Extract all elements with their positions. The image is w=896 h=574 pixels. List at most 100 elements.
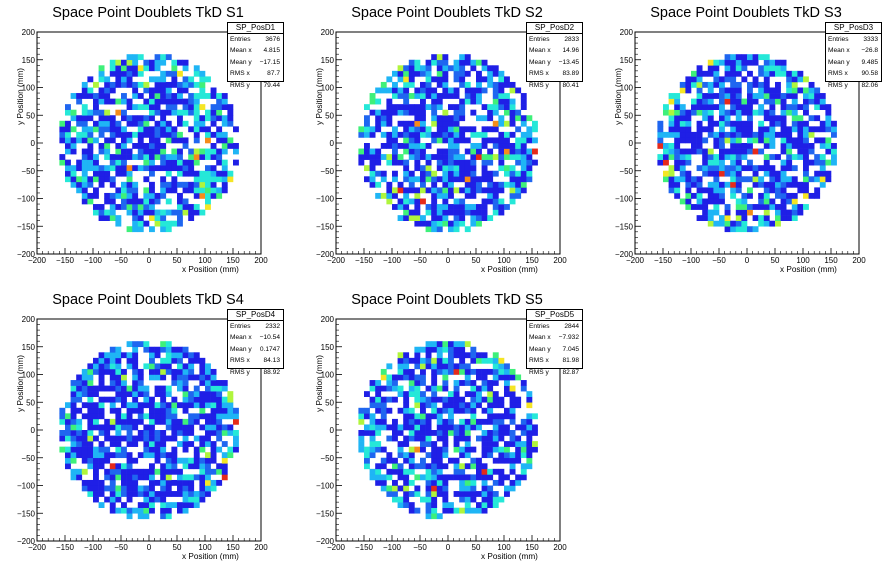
heatmap-cell xyxy=(397,452,404,459)
heatmap-cell xyxy=(403,70,410,77)
heatmap-cell xyxy=(724,70,731,77)
heatmap-cell xyxy=(126,341,133,348)
heatmap-cell xyxy=(109,59,116,66)
heatmap-cell xyxy=(492,65,499,72)
heatmap-cell xyxy=(797,209,804,216)
stats-label: RMS x xyxy=(529,70,549,78)
heatmap-cell xyxy=(375,402,382,409)
heatmap-cell xyxy=(126,181,133,188)
heatmap-cell xyxy=(719,215,725,221)
heatmap-cell xyxy=(504,154,510,160)
heatmap-cell xyxy=(752,148,759,155)
stats-row-entries: Entries 3333 xyxy=(826,34,881,45)
heatmap-cell xyxy=(464,418,471,425)
heatmap-cell xyxy=(668,176,675,183)
heatmap-cell xyxy=(93,413,99,420)
heatmap-cell xyxy=(735,143,742,149)
heatmap-cell xyxy=(420,446,426,453)
heatmap-cell xyxy=(791,126,798,133)
heatmap-cell xyxy=(165,368,172,375)
heatmap-cell xyxy=(763,220,770,227)
stats-row-rms-y: RMS y 79.44 xyxy=(228,80,283,91)
heatmap-cell xyxy=(177,346,183,353)
heatmap-cell xyxy=(93,491,99,497)
heatmap-cell xyxy=(668,148,675,155)
heatmap-cell xyxy=(425,435,432,442)
heatmap-cell xyxy=(369,93,376,99)
heatmap-cell xyxy=(171,352,178,359)
heatmap-cell xyxy=(448,104,454,110)
stats-label: Mean y xyxy=(230,345,252,353)
heatmap-cell xyxy=(425,413,432,420)
heatmap-cell xyxy=(420,104,426,110)
heatmap-cell xyxy=(453,468,460,475)
y-tick-label: −50 xyxy=(320,454,334,463)
heatmap-cell xyxy=(87,374,94,381)
heatmap-cell xyxy=(87,93,94,99)
stats-value: 80.41 xyxy=(562,81,579,89)
heatmap-cell xyxy=(464,496,471,503)
heatmap-cell xyxy=(780,143,787,149)
heatmap-cell xyxy=(735,115,742,122)
heatmap-cell xyxy=(210,441,217,447)
heatmap-cell xyxy=(663,131,669,138)
heatmap-cell xyxy=(104,396,111,403)
heatmap-cell xyxy=(459,479,466,486)
heatmap-cell xyxy=(436,154,443,160)
heatmap-cell xyxy=(492,380,499,386)
heatmap-cell xyxy=(791,209,798,216)
heatmap-cell xyxy=(76,159,83,166)
heatmap-cell xyxy=(375,126,382,133)
heatmap-cell xyxy=(702,170,709,177)
heatmap-cell xyxy=(87,413,94,420)
heatmap-cell xyxy=(104,215,111,221)
heatmap-cell xyxy=(735,220,742,227)
heatmap-cell xyxy=(403,192,410,199)
heatmap-cell xyxy=(763,170,770,177)
heatmap-cell xyxy=(233,418,239,425)
heatmap-cell xyxy=(819,165,826,172)
x-tick-label: 100 xyxy=(796,256,810,265)
heatmap-cell xyxy=(93,126,99,133)
heatmap-cell xyxy=(498,363,505,370)
heatmap-cell xyxy=(707,65,714,72)
heatmap-cell xyxy=(685,148,692,155)
heatmap-cell xyxy=(464,126,471,133)
heatmap-cell xyxy=(177,502,183,508)
heatmap-cell xyxy=(509,109,516,116)
heatmap-cell xyxy=(763,181,770,188)
heatmap-cell xyxy=(81,131,88,138)
heatmap-cell xyxy=(724,226,731,233)
heatmap-cell xyxy=(679,81,686,88)
heatmap-cell xyxy=(397,109,404,116)
heatmap-cell xyxy=(132,457,139,464)
heatmap-cell xyxy=(392,131,398,138)
heatmap-cell xyxy=(526,170,533,177)
heatmap-cell xyxy=(498,187,505,194)
heatmap-cell xyxy=(414,491,421,497)
heatmap-cell xyxy=(76,93,83,99)
heatmap-cell xyxy=(199,104,206,110)
heatmap-cell xyxy=(453,115,460,122)
heatmap-cell xyxy=(93,104,99,110)
heatmap-cell xyxy=(492,70,499,77)
heatmap-cell xyxy=(470,87,477,94)
heatmap-cell xyxy=(702,98,709,105)
heatmap-cell xyxy=(70,181,77,188)
heatmap-cell xyxy=(532,424,538,431)
heatmap-cell xyxy=(76,391,83,397)
heatmap-cell xyxy=(76,380,83,386)
heatmap-cell xyxy=(143,430,150,436)
heatmap-cell xyxy=(182,430,189,436)
heatmap-cell xyxy=(459,463,466,470)
heatmap-cell xyxy=(188,159,195,166)
heatmap-cell xyxy=(420,70,426,77)
heatmap-cell xyxy=(769,165,776,172)
heatmap-cell xyxy=(397,65,404,72)
heatmap-cell xyxy=(735,215,742,221)
heatmap-cell xyxy=(199,496,206,503)
heatmap-cell xyxy=(109,131,116,138)
stats-label: RMS x xyxy=(828,70,848,78)
heatmap-cell xyxy=(408,104,415,110)
heatmap-cell xyxy=(397,352,404,359)
